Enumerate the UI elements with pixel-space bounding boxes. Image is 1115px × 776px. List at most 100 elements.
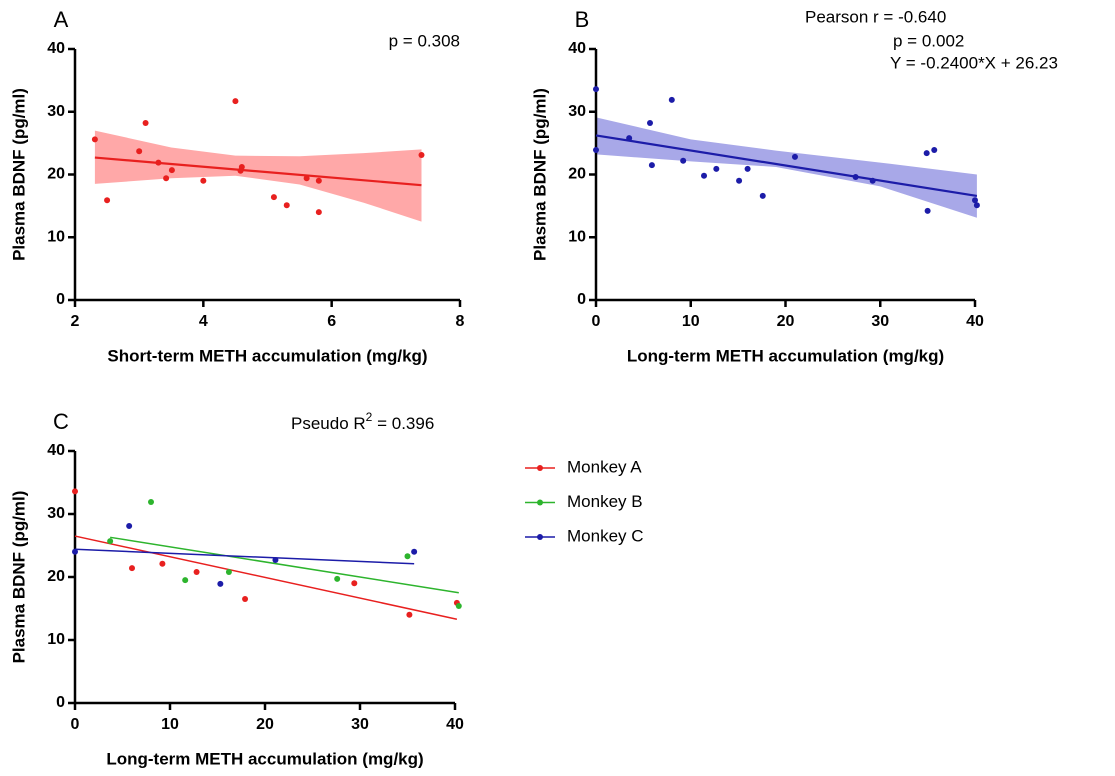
data-point	[242, 596, 249, 603]
y-axis-label: Plasma BDNF (pg/ml)	[9, 491, 28, 664]
y-tick-label: 40	[568, 40, 586, 57]
legend-label: Monkey A	[567, 457, 642, 476]
data-point	[648, 162, 655, 169]
y-tick-label: 40	[47, 40, 65, 57]
x-tick-label: 30	[871, 313, 889, 330]
data-point	[283, 202, 290, 209]
data-point	[136, 148, 143, 155]
data-point	[411, 548, 418, 555]
x-tick-label: 40	[446, 716, 464, 733]
data-point	[972, 197, 978, 204]
data-point	[680, 157, 687, 164]
data-point	[713, 165, 720, 172]
data-point	[736, 177, 743, 184]
data-point	[142, 120, 149, 127]
data-point	[418, 152, 425, 159]
x-tick-label: 0	[592, 313, 601, 330]
y-axis-label: Plasma BDNF (pg/ml)	[9, 88, 28, 261]
data-point	[217, 580, 224, 587]
data-point	[126, 522, 133, 529]
fit-line	[110, 536, 459, 594]
data-point	[647, 120, 654, 127]
data-point	[148, 499, 154, 506]
panel-label: B	[575, 7, 590, 32]
data-point	[232, 98, 239, 105]
y-tick-label: 10	[568, 228, 586, 245]
annotation-superscript: 2	[366, 410, 373, 424]
data-point	[159, 560, 166, 567]
data-point	[200, 177, 207, 184]
legend-label: Monkey C	[567, 526, 644, 545]
y-tick-label: 30	[568, 103, 586, 120]
data-point	[272, 556, 279, 563]
fit-line	[74, 535, 458, 620]
data-point	[744, 165, 751, 172]
data-point	[303, 175, 310, 182]
data-point	[924, 207, 931, 214]
data-point	[91, 136, 98, 143]
y-axis-label: Plasma BDNF (pg/ml)	[530, 88, 549, 261]
y-tick-label: 30	[47, 103, 65, 120]
data-point	[315, 177, 322, 184]
data-point	[701, 172, 708, 179]
data-point	[193, 568, 200, 575]
y-tick-label: 0	[56, 291, 65, 308]
data-point	[923, 150, 930, 157]
fit-line	[94, 156, 422, 187]
annotation: Pearson r = -0.640	[805, 7, 946, 26]
y-tick-label: 40	[47, 442, 65, 459]
data-point	[72, 548, 78, 555]
x-tick-label: 10	[161, 716, 179, 733]
annotation: Y = -0.2400*X + 26.23	[890, 53, 1058, 72]
data-point	[315, 209, 322, 216]
data-point	[759, 192, 766, 199]
x-tick-label: 20	[777, 313, 795, 330]
annotation-text: = 0.396	[372, 414, 434, 433]
legend-marker	[537, 465, 543, 471]
x-axis-label: Long-term METH accumulation (mg/kg)	[627, 346, 944, 365]
annotation: p = 0.308	[389, 31, 460, 50]
x-tick-label: 2	[71, 313, 80, 330]
data-point	[72, 488, 78, 495]
x-tick-label: 40	[966, 313, 984, 330]
y-tick-label: 30	[47, 505, 65, 522]
data-point	[852, 174, 859, 181]
legend-label: Monkey B	[567, 492, 643, 511]
data-point	[668, 96, 675, 103]
data-point	[163, 175, 170, 182]
annotation: p = 0.002	[893, 31, 964, 50]
x-tick-label: 20	[256, 716, 274, 733]
data-point	[237, 167, 244, 174]
legend-marker	[537, 499, 543, 506]
data-point	[791, 153, 798, 160]
x-tick-label: 30	[351, 716, 369, 733]
x-tick-label: 10	[682, 313, 700, 330]
annotation-text: Pseudo R	[291, 414, 366, 433]
y-tick-label: 10	[47, 631, 65, 648]
data-point	[973, 202, 980, 209]
data-point	[593, 86, 599, 93]
y-tick-label: 20	[47, 568, 65, 585]
x-tick-label: 4	[199, 313, 208, 330]
y-tick-label: 20	[568, 166, 586, 183]
data-point	[455, 602, 462, 609]
y-tick-label: 20	[47, 166, 65, 183]
y-tick-label: 10	[47, 228, 65, 245]
data-point	[270, 194, 277, 201]
data-point	[182, 577, 189, 584]
data-point	[626, 135, 633, 142]
y-tick-label: 0	[577, 291, 586, 308]
data-point	[404, 553, 411, 560]
x-tick-label: 0	[71, 716, 80, 733]
confidence-band	[94, 130, 422, 222]
data-point	[225, 568, 232, 575]
data-point	[155, 159, 162, 166]
data-point	[351, 580, 358, 587]
confidence-band	[596, 117, 977, 218]
data-point	[104, 197, 111, 204]
x-tick-label: 6	[327, 313, 336, 330]
x-axis-label: Short-term METH accumulation (mg/kg)	[107, 346, 427, 365]
panel-label: C	[53, 409, 69, 434]
data-point	[129, 565, 135, 572]
